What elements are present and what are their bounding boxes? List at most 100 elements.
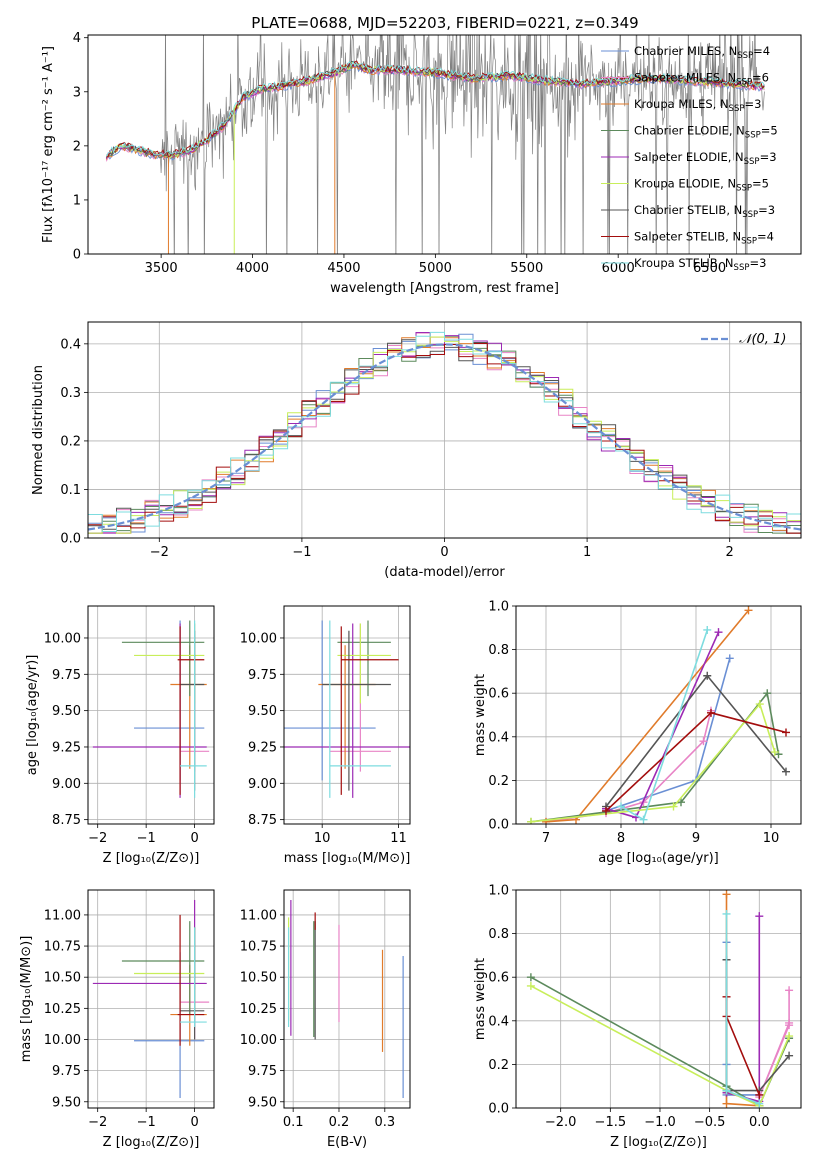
data-point-kroupa-elodie <box>785 1032 794 1041</box>
x-tick-label: 4500 <box>327 261 360 276</box>
x-tick-label: 4000 <box>236 261 269 276</box>
x-tick-label: 0 <box>190 1115 198 1130</box>
x-tick-label: 10 <box>314 831 331 846</box>
legend-label-salpeter-miles: Salpeter MILES, NSSP=6 <box>634 71 769 88</box>
errorbar-kroupa-elodie <box>337 623 391 704</box>
x-tick-label: 5500 <box>510 261 543 276</box>
spectrum-panel: PLATE=0688, MJD=52203, FIBERID=0221, z=0… <box>41 14 802 296</box>
data-point-kroupa-stelib <box>722 909 731 918</box>
y-tick-label: 10.00 <box>240 631 277 646</box>
y-tick-label: 9.25 <box>248 740 277 755</box>
x-axis-label: Z [log₁₀(Z/Z⊙)] <box>103 851 200 866</box>
legend-label-kroupa-elodie: Kroupa ELODIE, NSSP=5 <box>634 177 769 194</box>
errorbar-kroupa-miles <box>170 645 207 769</box>
x-tick-label: −1.5 <box>595 1115 627 1130</box>
x-tick-label: 6500 <box>693 261 726 276</box>
data-point-kroupa-elodie <box>755 700 764 709</box>
model-spectrum-chabrier-stelib <box>106 61 765 158</box>
y-tick-label: 9.75 <box>248 1064 277 1079</box>
data-point-kroupa-elodie <box>770 748 779 757</box>
x-tick-label: 8 <box>617 831 625 846</box>
errorbar-kroupa-stelib <box>180 927 207 1028</box>
series-line-salpeter-stelib <box>725 996 761 1096</box>
x-tick-label: 0.3 <box>374 1115 395 1130</box>
errorbar-salpeter-stelib <box>177 626 205 795</box>
weight-vs-age-panel: 7 8 9 10 0.0 0.2 0.4 0.6 0.8 1.0 age [log₁₀(age/yr… <box>473 600 802 866</box>
x-tick-label: −1 <box>292 545 311 560</box>
y-tick-label: 9.75 <box>52 668 81 683</box>
errorbar-chabrier-elodie <box>337 620 391 697</box>
series-line-kroupa-miles <box>725 894 760 1107</box>
axes-frame <box>283 889 411 1109</box>
data-point-salpeter-elodie <box>755 912 764 921</box>
y-tick-label: 0.4 <box>488 1014 509 1029</box>
series-line-salpeter-elodie <box>605 631 720 819</box>
y-tick-label: 2 <box>73 139 81 154</box>
errorbar-chabrier-elodie <box>121 620 205 697</box>
y-tick-label: 0.0 <box>60 532 81 547</box>
y-tick-label: 0.1 <box>60 483 81 498</box>
y-tick-label: 9.25 <box>52 740 81 755</box>
y-tick-label: 0.4 <box>488 730 509 745</box>
y-axis-label: mass [log₁₀(M/M⊙)] <box>19 936 34 1063</box>
errorbar-kroupa-elodie <box>134 927 205 1015</box>
data-point-kroupa-miles <box>744 606 753 615</box>
data-point-kroupa-stelib <box>755 1099 764 1108</box>
y-tick-label: 8.75 <box>52 813 81 828</box>
data-point-kroupa-miles <box>722 1099 731 1108</box>
data-point-chabrier-elodie <box>677 798 685 807</box>
data-point-chabrier-elodie <box>526 973 535 982</box>
x-axis-label: wavelength [Angstrom, rest frame] <box>330 281 559 296</box>
y-tick-label: 9.00 <box>248 777 277 792</box>
y-tick-label: 0 <box>73 248 81 263</box>
legend-label-chabrier-miles: Chabrier MILES, NSSP=4 <box>634 44 770 61</box>
data-point-chabrier-stelib <box>782 767 790 776</box>
x-tick-label: −1 <box>137 1115 156 1130</box>
x-tick-label: −2 <box>150 545 169 560</box>
axes-frame <box>515 889 802 1109</box>
y-tick-label: 0.0 <box>488 1102 509 1117</box>
y-tick-label: 0.2 <box>488 774 509 789</box>
data-point-chabrier-stelib <box>785 1051 794 1060</box>
axes-frame <box>515 605 802 825</box>
x-tick-label: 0 <box>190 831 198 846</box>
y-axis-label: mass weight <box>473 958 488 1040</box>
y-tick-label: 9.50 <box>52 704 81 719</box>
legend-label-kroupa-miles: Kroupa MILES, NSSP=3 <box>634 97 761 114</box>
y-tick-label: 10.25 <box>44 1002 81 1017</box>
series-line-kroupa-elodie <box>530 702 776 823</box>
x-tick-label: 0.2 <box>329 1115 350 1130</box>
data-point-salpeter-stelib <box>707 708 715 717</box>
y-tick-label: 0.2 <box>488 1058 509 1073</box>
x-axis-label: age [log₁₀(age/yr)] <box>598 851 719 866</box>
legend-label-salpeter-stelib: Salpeter STELIB, NSSP=4 <box>634 230 774 247</box>
y-tick-label: 0.8 <box>488 643 509 658</box>
y-tick-label: 10.75 <box>44 940 81 955</box>
y-tick-label: 1.0 <box>488 884 509 899</box>
legend-label-chabrier-elodie: Chabrier ELODIE, NSSP=5 <box>634 124 778 141</box>
y-tick-label: 4 <box>73 31 81 46</box>
y-tick-label: 10.50 <box>240 971 277 986</box>
data-point-kroupa-elodie <box>526 981 535 990</box>
x-tick-label: −1.0 <box>644 1115 676 1130</box>
y-tick-label: 9.50 <box>248 1095 277 1110</box>
errorbar-kroupa-stelib <box>329 620 391 798</box>
x-tick-label: 0 <box>440 545 448 560</box>
data-point-kroupa-elodie <box>669 802 678 811</box>
y-tick-label: 9.00 <box>52 777 81 792</box>
y-tick-label: 0.0 <box>488 818 509 833</box>
x-tick-label: 0.0 <box>749 1115 770 1130</box>
axes-frame <box>87 321 802 539</box>
series-line-salpeter-miles <box>545 710 712 823</box>
errorbar-salpeter-stelib <box>340 626 399 795</box>
series-line-salpeter-elodie <box>726 916 761 1103</box>
plot-area <box>92 899 210 1099</box>
x-tick-label: 2 <box>726 545 734 560</box>
mass-vs-Z-panel: −2 −1 0 9.50 9.75 10.00 10.25 10.50 10.75 11.00 Z … <box>19 889 215 1150</box>
errorbar-kroupa-miles <box>318 645 376 769</box>
errorbar-kroupa-elodie <box>134 623 205 704</box>
legend-label-kroupa-stelib: Kroupa STELIB, NSSP=3 <box>634 256 766 273</box>
weight-vs-Z-panel: −2.0 −1.5 −1.0 −0.5 0.0 0.0 0.2 0.4 0.6 0.8 1.0 Z [… <box>473 884 802 1150</box>
y-tick-label: 1.0 <box>488 600 509 615</box>
y-tick-label: 0.2 <box>60 434 81 449</box>
